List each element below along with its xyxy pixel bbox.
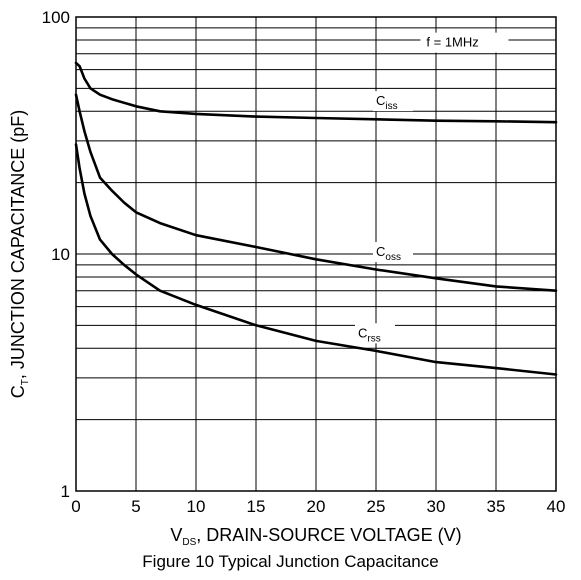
y-axis-label: CT, JUNCTION CAPACITANCE (pF) bbox=[8, 110, 31, 398]
series-line-ciss bbox=[74, 61, 558, 124]
series-line-crss bbox=[74, 143, 558, 376]
y-tick-label: 1 bbox=[61, 482, 70, 501]
series-label-ciss: Ciss bbox=[376, 93, 398, 112]
y-tick-label: 100 bbox=[42, 8, 70, 27]
grid bbox=[76, 17, 556, 491]
x-tick-label: 10 bbox=[187, 497, 206, 516]
plot-frame bbox=[75, 16, 557, 492]
series-label-bg bbox=[355, 323, 395, 344]
x-tick-label: 15 bbox=[247, 497, 266, 516]
figure-caption: Figure 10 Typical Junction Capacitance bbox=[142, 552, 439, 571]
series-label-bg bbox=[373, 91, 413, 112]
x-tick-label: 30 bbox=[427, 497, 446, 516]
x-tick-label: 5 bbox=[131, 497, 140, 516]
series-label-coss: Coss bbox=[376, 244, 401, 263]
tick-labels: 0 5 10 15 20 25 30 35 40 1 10 100 bbox=[42, 8, 566, 516]
series-label-bg bbox=[373, 242, 413, 263]
series-lines bbox=[74, 61, 558, 376]
annotations: Ciss Coss Crss bbox=[355, 32, 509, 344]
x-tick-label: 40 bbox=[547, 497, 566, 516]
series-line-coss bbox=[74, 93, 558, 293]
condition-label-bg bbox=[420, 32, 509, 53]
x-tick-label: 20 bbox=[307, 497, 326, 516]
series-label-crss: Crss bbox=[358, 325, 381, 344]
x-axis-label: VDS, DRAIN-SOURCE VOLTAGE (V) bbox=[170, 525, 461, 548]
x-tick-label: 35 bbox=[487, 497, 506, 516]
x-tick-label: 0 bbox=[71, 497, 80, 516]
x-tick-label: 25 bbox=[367, 497, 386, 516]
condition-label: f = 1MHz bbox=[426, 35, 478, 50]
y-tick-label: 10 bbox=[51, 245, 70, 264]
